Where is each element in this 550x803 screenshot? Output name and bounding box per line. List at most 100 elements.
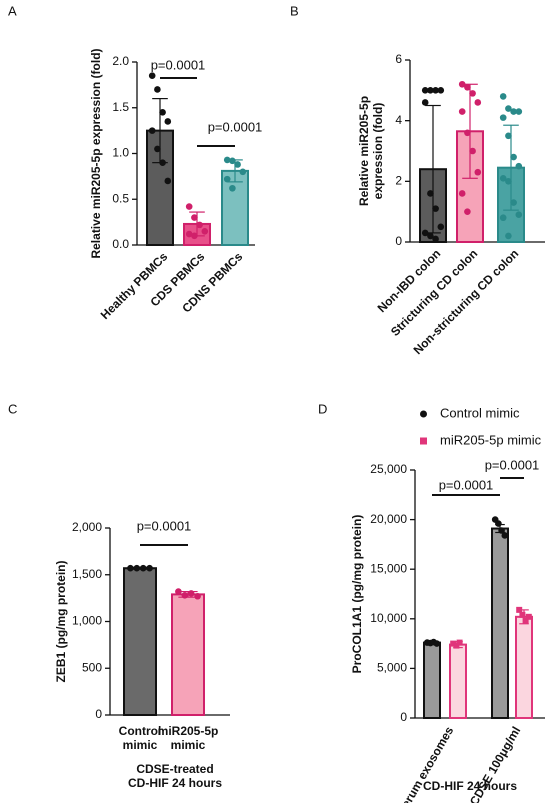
x-axis-label: CDSE-treated CD-HIF 24 hours [128,762,222,790]
y-tick-label: 2,000 [72,520,102,534]
data-point [146,564,153,572]
data-point [515,108,523,115]
data-point [458,108,466,115]
data-point [139,564,147,572]
y-tick-label: 25,000 [370,462,407,476]
data-point [505,132,512,140]
annotation: p=0.0001 [151,57,206,72]
y-tick-label: 1,500 [72,567,102,581]
annotation: p=0.0001 [485,457,540,472]
y-axis-label-line: expression (fold) [371,103,385,200]
data-point [474,168,482,176]
data-point [234,161,241,168]
data-point [464,84,471,91]
y-tick-label: 1.0 [112,146,129,160]
data-point [191,214,198,221]
data-point [501,532,509,539]
data-point [456,639,463,646]
bar [491,527,509,720]
panel-label: A [8,3,17,18]
data-point [229,157,236,165]
x-tick-label: miR205-5p mimic [158,724,219,752]
bar [146,129,174,246]
data-point [196,221,203,229]
data-point [164,177,172,185]
data-point [464,208,471,215]
y-tick-label: 4 [395,113,402,127]
x-tick-label-line: miR205-5p [158,724,219,738]
data-point [437,223,445,231]
y-tick-label: 0.5 [112,191,129,205]
data-point [427,87,434,94]
data-point [432,235,439,243]
y-tick-label: 2 [395,174,402,188]
data-point [432,205,439,212]
legend-marker [420,410,427,418]
y-tick-label: 2.0 [112,54,129,68]
data-point [185,203,193,210]
y-axis-label-line: Relative miR205-5p [357,96,371,206]
bar [449,643,467,719]
data-point [510,199,517,206]
data-point [495,520,502,527]
annotation: p=0.0001 [137,518,192,533]
x-tick-label: Healthy PBMCs [98,249,171,322]
x-tick-label-line: mimic [123,738,158,752]
data-point [191,232,198,240]
legend-marker [420,437,427,445]
data-point [515,211,523,218]
x-tick-label: Non-IBD colon [375,246,444,315]
data-point [133,564,141,572]
data-point [229,184,236,192]
data-point [185,230,193,238]
y-tick-label: 20,000 [370,512,407,526]
data-point [510,108,517,115]
y-tick-label: 1.5 [112,100,129,114]
x-tick-label: Control mimic [119,724,162,752]
data-point [437,87,445,94]
data-point [515,162,523,170]
data-point [464,129,471,137]
data-point [499,214,507,222]
data-point [510,153,517,161]
y-axis-label: Relative miR205-5pexpression (fold) [357,96,385,206]
data-point [148,127,156,134]
data-point [421,87,429,94]
x-tick-label-line: mimic [171,738,206,752]
bar [423,641,441,719]
data-point [159,109,166,116]
data-point [499,93,507,100]
x-axis-label-line: CDSE-treated [136,762,213,776]
y-tick-label: 0 [395,234,402,248]
data-point [164,118,172,125]
data-point [505,105,512,112]
data-point [458,190,466,197]
data-point [519,611,526,618]
bar [515,615,533,719]
data-point [148,72,156,80]
data-point [505,178,512,185]
data-point [194,592,201,600]
data-point [421,99,429,106]
data-point [499,114,507,121]
data-point [499,175,507,182]
y-axis-label: ProCOL1A1 (pg/mg protein) [350,515,364,674]
y-axis-label: Relative miR205-5p expression (fold) [89,48,103,258]
data-point [433,640,441,647]
legend-label: Control mimic [440,405,520,420]
data-point [181,592,189,599]
data-point [498,527,505,534]
y-tick-label: 1,000 [72,614,102,628]
data-point [427,232,434,240]
data-point [525,613,532,620]
data-point [154,86,161,93]
data-point [474,99,482,106]
data-point [223,156,231,164]
y-tick-label: 500 [82,660,102,674]
data-point [453,642,460,649]
data-point [239,168,247,176]
data-point [450,640,457,647]
annotation: p=0.0001 [208,119,263,134]
x-tick-label-line: Control [119,724,162,738]
